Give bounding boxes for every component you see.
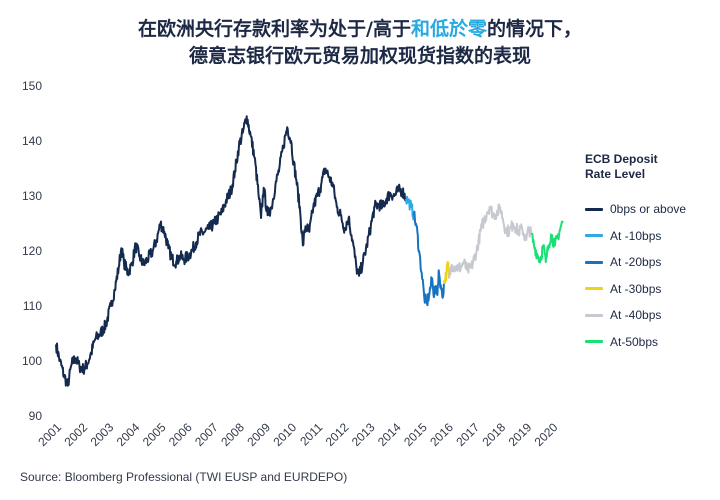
x-tick-label-12: 2013 <box>349 420 378 449</box>
legend-label-0: 0bps or above <box>610 202 687 217</box>
legend-label-4: At -40bps <box>610 308 662 323</box>
y-tick-label-6: 150 <box>22 79 42 93</box>
legend-items: 0bps or above At -10bps At -20bps At -30bps… <box>585 196 715 355</box>
title-suffix: 的情况下， <box>486 18 582 40</box>
x-tick-label-6: 2007 <box>192 420 221 449</box>
x-tick-label-14: 2015 <box>401 420 430 449</box>
title-highlight: 和低於零 <box>410 18 487 40</box>
x-tick-label-16: 2017 <box>453 420 482 449</box>
y-tick-label-1: 100 <box>22 354 42 368</box>
legend-swatch-1 <box>585 234 603 238</box>
series-line-5 <box>530 220 564 264</box>
series-line-0 <box>55 115 407 387</box>
x-tick-label-18: 2019 <box>506 420 535 449</box>
x-tick-label-1: 2002 <box>61 420 90 449</box>
legend-label-1: At -10bps <box>610 228 662 243</box>
y-tick-label-3: 120 <box>22 244 42 258</box>
legend-swatch-3 <box>585 287 603 291</box>
legend-swatch-2 <box>585 260 603 264</box>
legend-item-0: 0bps or above <box>585 196 715 223</box>
legend-label-2: At -20bps <box>610 255 662 270</box>
x-tick-label-13: 2014 <box>375 420 404 449</box>
source-note: Source: Bloomberg Professional (TWI EUSP… <box>20 470 348 484</box>
x-tick-label-19: 2020 <box>532 420 561 449</box>
title-prefix: 在欧洲央行存款利率为处于/高于 <box>138 18 411 40</box>
x-tick-label-7: 2008 <box>218 420 247 449</box>
x-tick-label-5: 2006 <box>166 420 195 449</box>
x-tick-label-4: 2005 <box>140 420 169 449</box>
x-tick-label-17: 2018 <box>479 420 508 449</box>
legend-item-1: At -10bps <box>585 223 715 250</box>
legend-label-5: At-50bps <box>610 334 659 349</box>
legend: ECB Deposit Rate Level 0bps or above At -… <box>585 152 715 355</box>
x-tick-label-2: 2003 <box>88 420 117 449</box>
y-tick-label-5: 140 <box>22 134 42 148</box>
chart-title-line2: 德意志银行欧元贸易加权现货指数的表现 <box>188 45 531 67</box>
chart-title-line1: 在欧洲央行存款利率为处于/高于和低於零的情况下， <box>0 16 720 43</box>
legend-item-2: At -20bps <box>585 249 715 276</box>
legend-swatch-4 <box>585 313 603 317</box>
series-line-4 <box>448 203 533 279</box>
x-tick-label-11: 2012 <box>323 420 352 449</box>
series-line-3 <box>442 261 451 285</box>
x-tick-label-10: 2011 <box>297 420 325 448</box>
chart-title: 在欧洲央行存款利率为处于/高于和低於零的情况下， 德意志银行欧元贸易加权现货指数… <box>0 16 720 70</box>
y-tick-label-0: 90 <box>29 409 43 423</box>
x-tick-label-9: 2010 <box>270 420 299 449</box>
legend-item-5: At-50bps <box>585 329 715 356</box>
legend-title: ECB Deposit Rate Level <box>585 152 658 181</box>
x-tick-label-3: 2004 <box>114 420 143 449</box>
legend-label-3: At -30bps <box>610 281 662 296</box>
legend-swatch-5 <box>585 340 603 344</box>
x-tick-label-15: 2016 <box>427 420 456 449</box>
series-line-2 <box>412 210 445 307</box>
x-tick-label-0: 2001 <box>35 420 64 449</box>
x-tick-label-8: 2009 <box>244 420 273 449</box>
y-tick-label-4: 130 <box>22 189 42 203</box>
legend-item-3: At -30bps <box>585 276 715 303</box>
legend-item-4: At -40bps <box>585 302 715 329</box>
y-tick-label-2: 110 <box>23 299 42 313</box>
legend-swatch-0 <box>585 207 603 211</box>
series-line-1 <box>405 195 415 221</box>
